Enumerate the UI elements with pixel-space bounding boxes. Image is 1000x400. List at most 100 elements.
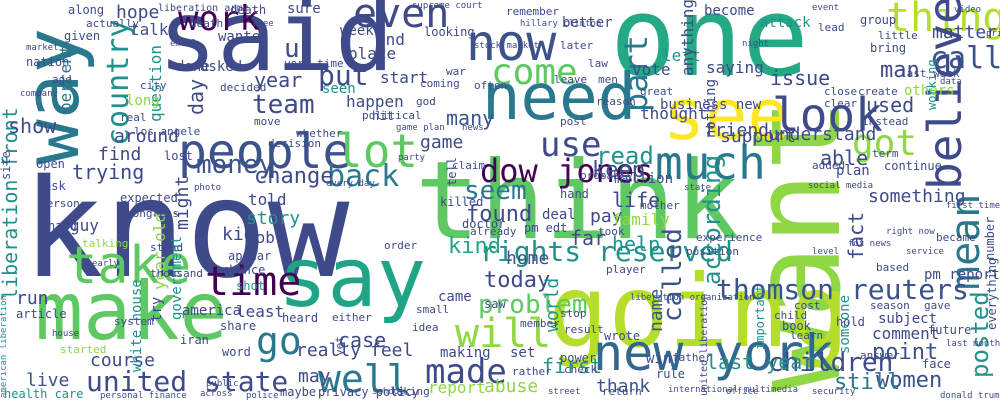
word-member: member	[520, 317, 560, 330]
word-support: support	[720, 126, 796, 147]
word-wrote: wrote	[604, 329, 641, 343]
word-along: along	[68, 3, 105, 17]
word-killed: killed	[440, 195, 484, 209]
word-day: day	[184, 78, 208, 115]
word-told: told	[248, 190, 287, 209]
word-man: man	[880, 58, 920, 83]
word-coming: coming	[420, 77, 460, 90]
word-tiny-30: night	[742, 39, 770, 49]
word-dow-jones: dow jones	[480, 152, 654, 190]
word-appear: appear	[228, 249, 272, 263]
word-tiny-28: level	[812, 247, 840, 257]
word-read: read	[596, 142, 654, 170]
word-left: left	[662, 46, 701, 65]
word-shot: shot	[236, 279, 265, 293]
word-last-year: last year	[706, 350, 815, 374]
word-player: player	[606, 263, 646, 276]
word-looking: looking	[424, 25, 475, 39]
word-anything: anything	[678, 0, 697, 76]
word-tiny-22: police	[246, 391, 279, 400]
word-deal: deal	[542, 207, 576, 223]
word-tiny-38: early	[92, 259, 120, 269]
word-close: close	[824, 85, 858, 98]
word-tiny-3: liberation organization	[630, 293, 755, 303]
word-know: know	[22, 151, 350, 309]
word-talking: talking	[82, 237, 129, 250]
word-back: back	[327, 159, 400, 194]
word-great: great	[640, 85, 674, 98]
word-thank: thank	[596, 376, 651, 397]
word-trying: trying	[72, 160, 145, 184]
word-move: move	[254, 115, 281, 128]
word-tiny-18: data	[940, 77, 962, 87]
word-hope: hope	[116, 2, 160, 23]
word-pm-edt: pm edt	[524, 221, 568, 235]
word-happen: happen	[346, 92, 404, 111]
word-tiny-4: international multimedia	[668, 385, 799, 395]
word-important: important	[753, 284, 767, 350]
word-hold: hold	[836, 315, 865, 329]
word-based: based	[876, 261, 910, 274]
word-said: said	[158, 0, 395, 94]
word-tiny-27: service	[906, 247, 944, 257]
word-go: go	[256, 319, 302, 363]
word-became: became	[936, 231, 976, 244]
word-tiny-40: across	[200, 389, 233, 399]
word-able: able	[820, 146, 869, 170]
word-others: others	[904, 83, 955, 99]
word-thomson-reuters: thomson reuters	[716, 273, 969, 306]
word-will: will	[455, 311, 552, 357]
word-tiny-5: stock market	[474, 41, 540, 51]
word-start: start	[380, 68, 429, 87]
word-become: become	[704, 3, 755, 19]
word-friend: friend	[704, 120, 770, 141]
word-article: article	[16, 307, 67, 321]
word-book: book	[782, 319, 811, 333]
word-death: death	[230, 3, 267, 17]
word-change: change	[254, 164, 334, 189]
word-tiny-26: security	[812, 387, 856, 397]
word-life: life	[612, 188, 661, 212]
word-probably: probably	[580, 169, 633, 182]
word-tiny-39: house	[52, 329, 80, 339]
word-point: point	[872, 340, 939, 365]
word-check: check	[564, 363, 598, 376]
word-team: team	[252, 90, 315, 120]
word-last-week: last week	[900, 67, 960, 80]
word-idea: idea	[412, 321, 439, 334]
word-seen: seen	[322, 81, 356, 97]
word-subject: subject	[878, 311, 938, 327]
word-lot: lot	[335, 124, 419, 178]
word-tiny-7: donald trump	[940, 391, 1000, 400]
word-use: use	[540, 125, 602, 165]
word-word: word	[222, 345, 251, 359]
word-new-york: new york	[593, 324, 834, 382]
word-tiny-1: american liberation	[0, 295, 9, 398]
word-health-care: health care	[4, 387, 84, 400]
word-stand: stand	[150, 241, 184, 254]
word-still: still	[834, 370, 901, 395]
word-tiny-12: right now	[886, 227, 935, 237]
word-think: think	[415, 139, 741, 264]
word-children: children	[768, 348, 894, 378]
word-hand: hand	[560, 187, 589, 201]
word-tiny-15: every day	[326, 179, 375, 189]
word-gave: gave	[924, 299, 951, 312]
word-mother: mother	[640, 199, 680, 212]
word-one: one	[610, 0, 809, 101]
word-tiny-13: first time	[946, 201, 1000, 211]
word-done: done	[176, 59, 210, 75]
word-war: war	[446, 65, 466, 78]
word-abuse: abuse	[484, 376, 539, 397]
word-share: share	[220, 319, 257, 333]
word-age: age	[52, 73, 72, 86]
word-thing: thing	[886, 0, 1000, 41]
word-real: real	[120, 111, 147, 124]
word-death-2: death	[190, 17, 224, 30]
word-family: family	[612, 210, 670, 229]
word-kid: kid	[222, 224, 255, 245]
word-course: course	[90, 350, 156, 371]
word-tiny-25: office	[726, 387, 759, 397]
word-iran: iran	[180, 333, 209, 347]
word-well: well	[318, 357, 410, 400]
